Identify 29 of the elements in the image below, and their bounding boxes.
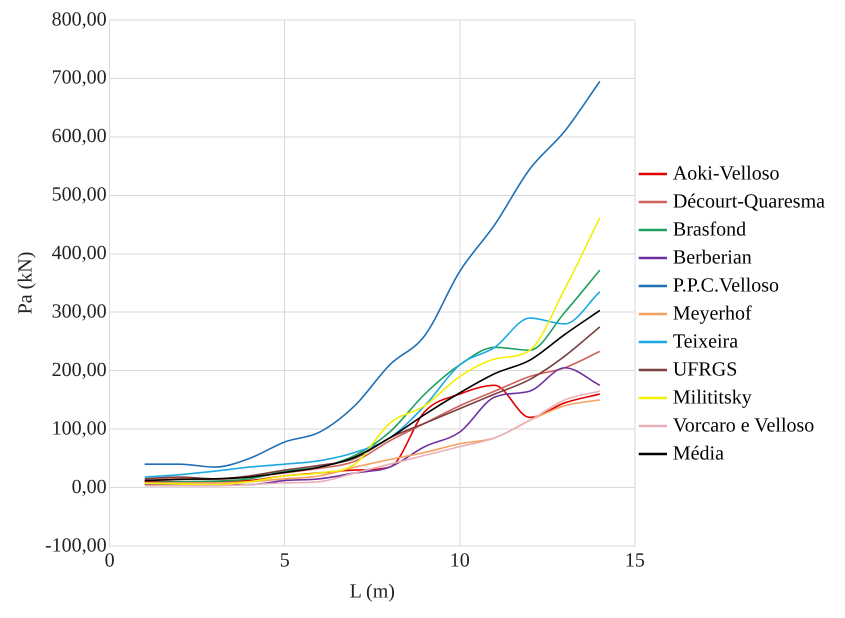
legend-label: Décourt-Quaresma — [672, 190, 826, 212]
y-tick-label: 400,00 — [52, 242, 107, 264]
y-tick-label: 700,00 — [52, 66, 107, 89]
legend-label: UFRGS — [672, 358, 738, 380]
y-tick-label: 300,00 — [52, 300, 107, 322]
line-series — [144, 80, 601, 468]
y-tick-label: -100,00 — [44, 534, 107, 556]
legend-label: Média — [672, 442, 724, 464]
legend-label: Berberian — [672, 246, 752, 268]
legend-label: Brasfond — [672, 218, 746, 240]
x-tick-label: 10 — [450, 549, 470, 572]
y-tick-label: 0,00 — [72, 476, 107, 498]
y-axis-title: Pa (kN) — [14, 252, 36, 314]
legend-label: Vorcaro e Velloso — [672, 414, 814, 436]
legend-label: Milititsky — [672, 386, 752, 408]
y-tick-label: 100,00 — [52, 417, 107, 440]
y-tick-label: 500,00 — [52, 184, 107, 206]
line-series — [144, 216, 601, 486]
legend-label: P.P.C.Velloso — [672, 274, 780, 296]
x-tick-label: 0 — [104, 549, 115, 572]
legend-label: Aoki-Velloso — [672, 162, 780, 184]
x-tick-label: 15 — [624, 549, 645, 572]
legend-label: Teixeira — [672, 330, 738, 352]
legend-label: Meyerhof — [672, 302, 752, 324]
x-axis-title: L (m) — [350, 580, 395, 602]
y-tick-label: 600,00 — [52, 125, 107, 148]
y-tick-label: 800,00 — [52, 8, 107, 30]
y-tick-label: 200,00 — [52, 358, 107, 381]
x-tick-label: 5 — [280, 549, 290, 572]
